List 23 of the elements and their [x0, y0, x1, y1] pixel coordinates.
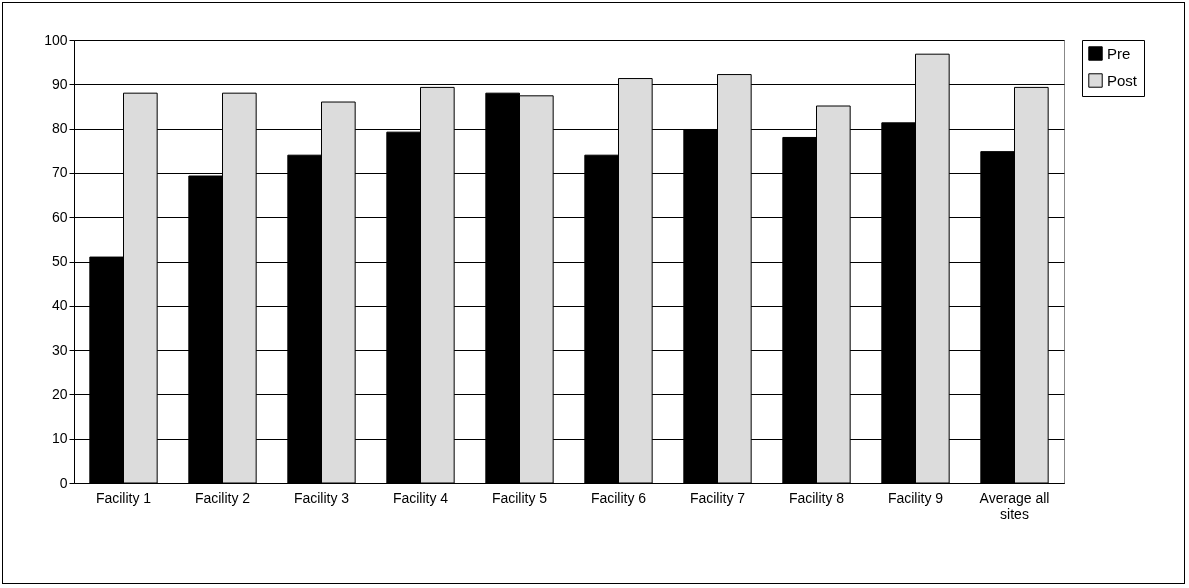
legend-label: Pre [1107, 44, 1131, 62]
x-tick-label: Facility 2 [194, 489, 251, 506]
x-tick-label: Average all sites [979, 489, 1050, 522]
legend-label: Post [1107, 71, 1138, 89]
x-tick-label: Facility 5 [491, 489, 548, 506]
y-tick-label: 10 [51, 430, 68, 447]
x-tick-label: Facility 7 [689, 489, 746, 506]
x-tick-label: Facility 8 [788, 489, 845, 506]
y-tick-label: 80 [51, 120, 68, 137]
x-tick-label: Facility 9 [887, 489, 944, 506]
x-tick-label: Facility 1 [95, 489, 152, 506]
y-tick-label: 60 [51, 208, 68, 225]
x-tick-label: Facility 3 [293, 489, 350, 506]
y-tick-label: 40 [51, 297, 68, 314]
y-tick-label: 100 [44, 31, 68, 48]
y-tick-label: 50 [51, 253, 68, 269]
y-tick-label: 30 [51, 341, 68, 358]
y-tick-label: 90 [51, 75, 68, 92]
x-tick-label: Facility 4 [392, 489, 449, 506]
y-tick-label: 70 [51, 164, 68, 181]
x-tick-label: Facility 6 [590, 489, 647, 506]
y-tick-label: 0 [59, 474, 68, 491]
y-tick-label: 20 [51, 385, 68, 402]
